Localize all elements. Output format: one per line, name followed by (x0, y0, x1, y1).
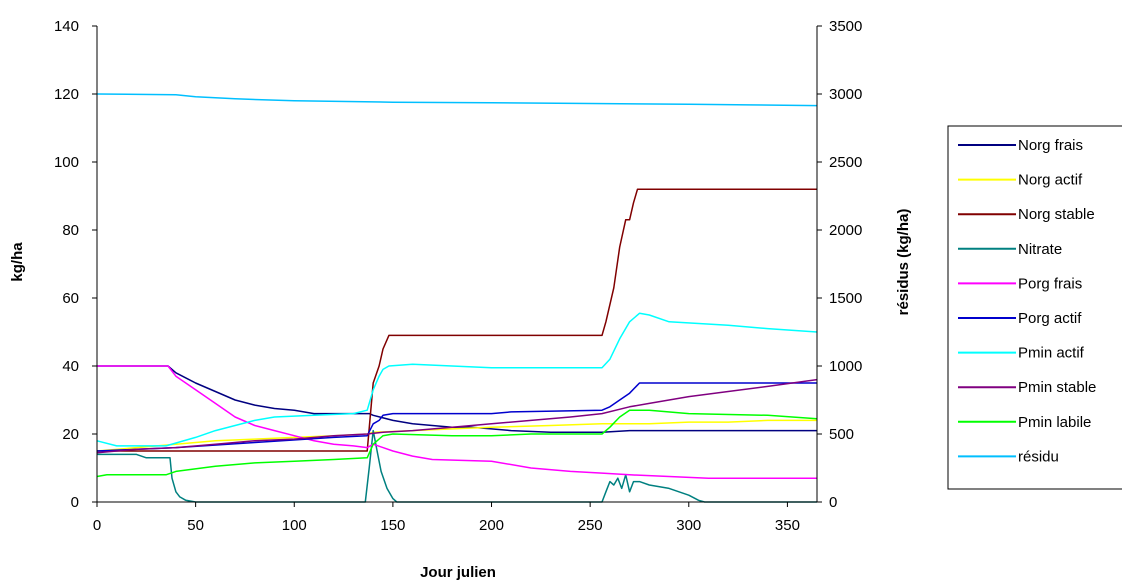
y-right-tick-label: 500 (829, 426, 854, 443)
x-tick-label: 100 (282, 517, 307, 534)
legend-label: Pmin actif (1018, 345, 1085, 362)
y-right-tick-label: 2500 (829, 154, 862, 171)
y-left-tick-label: 80 (62, 222, 79, 239)
y-left-tick-label: 60 (62, 290, 79, 307)
series-line-résidu (96, 93, 818, 107)
y-left-tick-label: 140 (54, 18, 79, 35)
x-tick-label: 200 (479, 517, 504, 534)
series-line-pmin-actif (96, 312, 818, 447)
y-right-tick-label: 3000 (829, 86, 862, 103)
tick-labels: 0204060801001201400500100015002000250030… (54, 18, 862, 534)
legend-label: Norg stable (1018, 206, 1095, 223)
legend-label: Norg actif (1018, 172, 1083, 189)
series-line-norg-frais (97, 365, 817, 434)
y-left-tick-label: 100 (54, 154, 79, 171)
y-right-tick-label: 2000 (829, 222, 862, 239)
x-tick-label: 300 (676, 517, 701, 534)
plot-lines (96, 93, 818, 503)
y-right-tick-label: 1000 (829, 358, 862, 375)
y-right-tick-label: 3500 (829, 18, 862, 35)
x-tick-label: 150 (380, 517, 405, 534)
series-line-norg-stable (97, 188, 817, 452)
legend-label: Nitrate (1018, 241, 1062, 258)
x-tick-label: 350 (775, 517, 800, 534)
y-left-tick-label: 120 (54, 86, 79, 103)
y-right-axis-label: résidus (kg/ha) (895, 209, 912, 316)
legend-label: Porg frais (1018, 275, 1082, 292)
y-right-tick-label: 0 (829, 494, 837, 511)
y-left-tick-label: 0 (71, 494, 79, 511)
y-left-tick-label: 20 (62, 426, 79, 443)
legend-label: Pmin stable (1018, 379, 1096, 396)
y-left-tick-label: 40 (62, 358, 79, 375)
series-line-porg-frais (97, 365, 817, 479)
axes (92, 25, 822, 507)
x-tick-label: 50 (187, 517, 204, 534)
legend-label: Norg frais (1018, 137, 1083, 154)
x-tick-label: 0 (93, 517, 101, 534)
legend: Norg frais Norg actif Norg stable Nitrate Po… (947, 125, 1122, 490)
x-axis-label: Jour julien (420, 564, 496, 581)
series-line-pmin-labile (96, 409, 818, 478)
series-line-porg-actif (96, 382, 817, 452)
y-left-axis-label: kg/ha (9, 242, 26, 282)
legend-label: résidu (1018, 448, 1059, 465)
legend-label: Pmin labile (1018, 414, 1091, 431)
x-tick-label: 250 (578, 517, 603, 534)
y-right-tick-label: 1500 (829, 290, 862, 307)
legend-box (947, 125, 1122, 490)
series-line-pmin-stable (96, 378, 818, 454)
legend-label: Porg actif (1018, 310, 1082, 327)
